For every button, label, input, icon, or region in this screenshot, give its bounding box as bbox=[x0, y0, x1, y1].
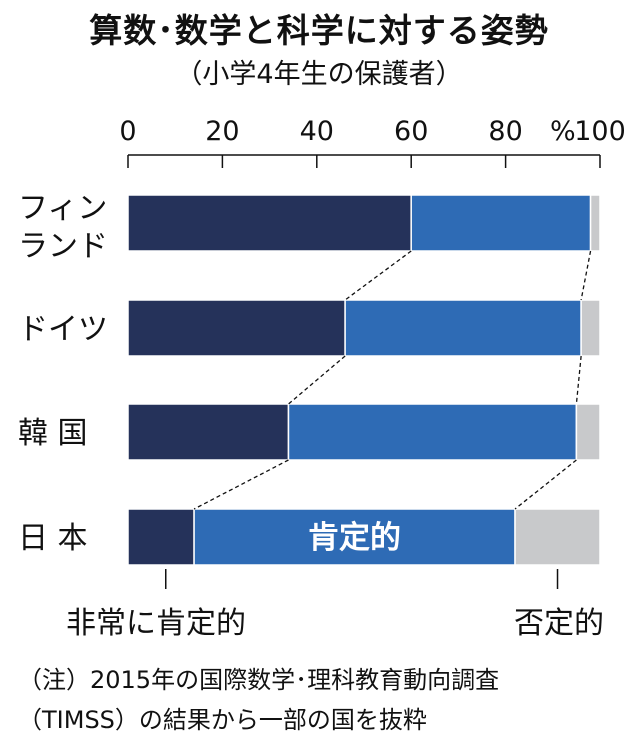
legend-label: 非常に肯定的 bbox=[66, 606, 246, 641]
x-tick-label: 0 bbox=[119, 116, 136, 147]
bar-segment bbox=[287, 403, 578, 461]
x-tick-label: 60 bbox=[394, 116, 428, 147]
category-label: 韓 国 bbox=[18, 416, 88, 451]
connector-line bbox=[344, 250, 412, 301]
x-tick-label: 20 bbox=[205, 116, 239, 147]
legend-label: 否定的 bbox=[514, 606, 604, 641]
bar-segment bbox=[127, 508, 195, 566]
connector-line bbox=[575, 355, 582, 405]
category-label: ドイツ bbox=[18, 312, 108, 347]
bar-segment bbox=[127, 194, 412, 252]
connector-line bbox=[288, 355, 346, 405]
bar-segment bbox=[344, 299, 582, 357]
x-tick-label: 100 bbox=[574, 116, 626, 147]
chart-title: 算数･数学と科学に対する姿勢 bbox=[89, 11, 549, 50]
chart-subtitle: （小学4年生の保護者） bbox=[175, 59, 463, 90]
category-label: 日 本 bbox=[18, 521, 88, 556]
bar-segment bbox=[127, 299, 346, 357]
bar-segment bbox=[514, 508, 601, 566]
category-label: ランド bbox=[18, 229, 108, 264]
bar-segment bbox=[410, 194, 592, 252]
category-label: フィン bbox=[18, 191, 107, 226]
footnote-1: （注）2015年の国際数学･理科教育動向調査 bbox=[18, 666, 500, 694]
bar-segment bbox=[589, 194, 601, 252]
footnote-2: （TIMSS）の結果から一部の国を抜粋 bbox=[18, 706, 427, 734]
bar-segment bbox=[127, 403, 290, 461]
x-tick-label: 40 bbox=[300, 116, 334, 147]
connector-line bbox=[514, 459, 577, 510]
bar-segment bbox=[193, 508, 516, 566]
bar-segment bbox=[580, 299, 601, 357]
x-tick-label: 80 bbox=[488, 116, 522, 147]
x-axis-unit: % bbox=[550, 116, 576, 147]
connector-line bbox=[193, 459, 289, 510]
connector-line bbox=[580, 250, 592, 301]
inline-segment-label: 肯定的 bbox=[308, 520, 401, 556]
bar-segment bbox=[575, 403, 601, 461]
